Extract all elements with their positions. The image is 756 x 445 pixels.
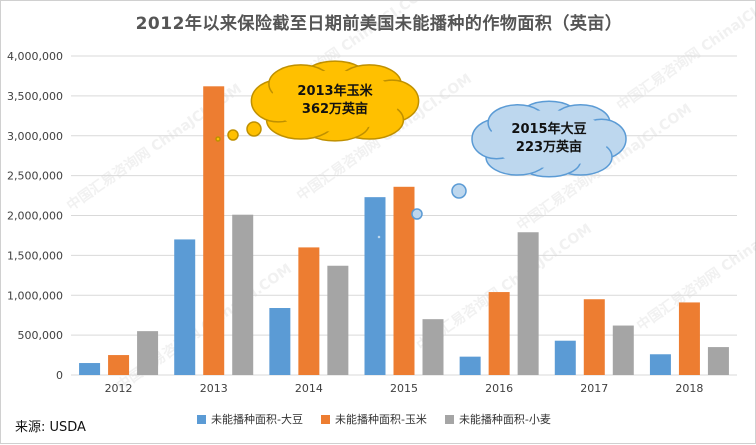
legend-item: 未能播种面积-小麦 [444, 411, 551, 427]
legend-label: 未能播种面积-小麦 [458, 413, 551, 426]
cloud-tail-dot [227, 129, 239, 141]
bar [707, 347, 729, 375]
cloud-tail-dot [376, 234, 382, 240]
bar [174, 239, 196, 375]
bar [459, 356, 481, 375]
y-tick-label: 1,500,000 [7, 249, 63, 262]
bar [583, 299, 605, 375]
x-tick-label: 2012 [105, 382, 133, 395]
bar [678, 302, 700, 375]
bar [137, 331, 159, 375]
x-tick-label: 2018 [675, 382, 703, 395]
bar [393, 186, 415, 375]
cloud-tail-dot [411, 208, 423, 220]
bar [327, 265, 349, 375]
bar [649, 354, 671, 375]
callout-text: 223万英亩 [516, 139, 582, 155]
callout-text: 362万英亩 [302, 101, 368, 117]
legend-swatch [444, 414, 454, 424]
callout-text: 2013年玉米 [297, 83, 373, 99]
x-tick-label: 2017 [580, 382, 608, 395]
cloud-tail-dot [215, 136, 221, 142]
bar [79, 363, 101, 375]
x-tick-label: 2016 [485, 382, 513, 395]
x-tick-label: 2013 [200, 382, 228, 395]
bar [364, 197, 386, 375]
callout-soy-2015: 2015年大豆 223万英亩 [376, 100, 627, 240]
bar [203, 86, 225, 376]
y-tick-label: 0 [56, 369, 63, 382]
y-tick-label: 2,000,000 [7, 210, 63, 223]
legend-label: 未能播种面积-大豆 [211, 413, 303, 426]
legend-item: 未能播种面积-大豆 [197, 411, 303, 427]
cloud-body [270, 70, 400, 132]
legend: 未能播种面积-大豆 未能播种面积-玉米 未能播种面积-小麦 [197, 411, 551, 427]
callout-text: 2015年大豆 [511, 121, 586, 137]
bar [232, 214, 254, 375]
cloud-tail-dot [246, 121, 262, 137]
x-tick-label: 2014 [295, 382, 323, 395]
x-tick-label: 2015 [390, 382, 418, 395]
bar [108, 355, 130, 375]
legend-label: 未能播种面积-玉米 [334, 413, 427, 426]
legend-swatch [320, 414, 330, 424]
y-tick-label: 4,000,000 [7, 50, 63, 63]
watermark-text: 中国汇易咨询网 ChinaJCI.COM [614, 1, 756, 114]
y-tick-label: 1,000,000 [7, 289, 63, 302]
chart-title: 2012年以来保险截至日期前美国未能播种的作物面积（英亩） [135, 14, 623, 34]
y-tick-label: 3,500,000 [7, 90, 63, 103]
source-note: 来源: USDA [15, 420, 86, 435]
bar [422, 319, 444, 375]
bar [612, 325, 634, 375]
bar [298, 247, 320, 375]
bar [517, 232, 539, 375]
bar [488, 292, 510, 375]
y-tick-label: 2,500,000 [7, 170, 63, 183]
legend-item: 未能播种面积-玉米 [320, 411, 427, 427]
cloud-tail-dot [451, 183, 467, 199]
legend-swatch [197, 414, 206, 424]
callout-corn-2013: 2013年玉米 362万英亩 [215, 60, 420, 142]
y-tick-label: 500,000 [18, 329, 64, 342]
cloud-body [489, 110, 609, 168]
y-tick-label: 3,000,000 [7, 130, 63, 143]
bar [554, 340, 576, 375]
bar [269, 308, 291, 375]
